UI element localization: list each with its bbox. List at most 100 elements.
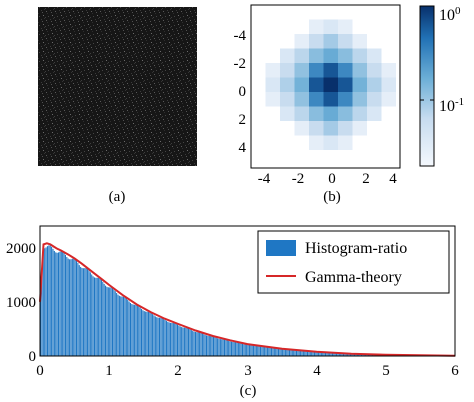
histogram-bar xyxy=(124,297,126,356)
heatmap-cell xyxy=(265,92,281,107)
histogram-bar xyxy=(333,352,335,356)
heatmap-cell xyxy=(280,135,295,151)
histogram-bar xyxy=(320,352,322,356)
heatmap-cell xyxy=(338,19,353,35)
histogram-bar xyxy=(185,327,187,356)
histogram-bar xyxy=(206,335,208,356)
histogram-bar xyxy=(114,291,116,356)
histogram-bar xyxy=(230,341,232,356)
histogram-bar xyxy=(324,352,327,356)
histogram-bar xyxy=(232,341,234,356)
heatmap-cell xyxy=(352,92,368,107)
heatmap-cell xyxy=(265,106,281,122)
histogram-bar xyxy=(248,344,250,356)
histogram-bar xyxy=(269,347,271,356)
y-tick-label: 0 xyxy=(29,349,37,365)
histogram-bar xyxy=(172,323,174,356)
histogram-bar xyxy=(73,258,75,356)
histogram-bar xyxy=(111,288,114,356)
heatmap-cell xyxy=(251,106,266,122)
y-tick-label: 2 xyxy=(239,112,247,128)
histogram-bar xyxy=(77,262,79,356)
histogram-bar xyxy=(143,311,145,356)
histogram-bar xyxy=(55,252,57,356)
heatmap-cell xyxy=(294,121,310,136)
x-tick-label: -4 xyxy=(258,171,271,187)
histogram-bar xyxy=(283,349,285,356)
histogram-bar xyxy=(228,340,230,356)
heatmap-cell xyxy=(294,34,310,49)
histogram-bar xyxy=(282,349,284,356)
histogram-bar xyxy=(135,305,137,356)
histogram-bar xyxy=(70,259,72,356)
heatmap-cell xyxy=(309,63,324,78)
histogram-bar xyxy=(344,353,346,356)
heatmap-cell xyxy=(265,63,281,78)
histogram-bar xyxy=(354,353,356,356)
y-tick-label: 0 xyxy=(239,84,247,100)
heatmap xyxy=(251,5,411,165)
histogram-bar xyxy=(75,260,78,356)
histogram-bar xyxy=(57,252,60,356)
histogram-bar xyxy=(95,277,97,356)
heatmap-cell xyxy=(338,63,353,78)
histogram-bar xyxy=(182,327,184,356)
histogram-bar xyxy=(271,347,273,356)
gamma-theory-line xyxy=(39,242,456,357)
histogram-bar xyxy=(150,313,152,356)
y-tick-label: 2000 xyxy=(6,241,36,257)
panel-b: -4 -2 0 2 4 -4 -2 0 2 4 (b) 100 10-1 xyxy=(234,4,464,205)
histogram-bar xyxy=(78,265,80,356)
heatmap-cell xyxy=(280,150,295,165)
histogram-bar xyxy=(331,352,333,356)
histogram-bar xyxy=(44,248,46,356)
histogram-bar xyxy=(89,272,91,356)
histogram-bar xyxy=(308,351,310,356)
x-tick-label: -2 xyxy=(292,171,305,187)
histogram-bar xyxy=(136,305,138,356)
heatmap-cell xyxy=(280,77,295,93)
heatmap-cell xyxy=(381,106,397,122)
heatmap-cell xyxy=(381,121,397,136)
heatmap-cell xyxy=(338,150,353,165)
histogram-bar xyxy=(190,330,192,356)
histogram-bar xyxy=(244,344,246,356)
heatmap-cell xyxy=(280,48,295,64)
histogram-bar xyxy=(45,247,47,356)
histogram-bar xyxy=(251,345,253,356)
heatmap-cell xyxy=(381,92,397,107)
histogram-bar xyxy=(237,342,239,356)
heatmap-cell xyxy=(251,19,266,35)
histogram-bar xyxy=(302,350,304,356)
heatmap-cell xyxy=(280,34,295,49)
heatmap-cell xyxy=(396,77,411,93)
histogram-bar xyxy=(261,346,263,356)
y-tick-label: -4 xyxy=(234,28,247,44)
histogram-bar xyxy=(41,269,43,356)
histogram-bar xyxy=(127,299,129,356)
histogram-bar xyxy=(352,353,354,356)
histogram-bar xyxy=(305,351,307,356)
histogram-bar xyxy=(259,346,262,356)
heatmap-cell xyxy=(280,63,295,78)
histogram-bar xyxy=(142,310,144,356)
heatmap-cell xyxy=(251,5,266,20)
heatmap-cell xyxy=(396,150,411,165)
histogram-bar xyxy=(235,342,237,356)
histogram-bar xyxy=(51,246,53,356)
histogram-bar xyxy=(284,349,286,356)
histogram-bar xyxy=(46,246,48,356)
histogram-bar xyxy=(212,336,214,356)
histogram-bar xyxy=(262,346,264,356)
histogram-bar xyxy=(319,352,321,356)
histogram-bar xyxy=(304,351,306,356)
heatmap-cell xyxy=(338,5,353,20)
histogram-bar xyxy=(257,346,259,356)
heatmap-cell xyxy=(367,135,382,151)
heatmap-cell xyxy=(294,63,310,78)
x-tick-label: 4 xyxy=(389,171,397,187)
histogram-bar xyxy=(175,323,177,356)
histogram-bar xyxy=(239,342,241,356)
histogram-bar xyxy=(171,322,173,356)
histogram-bar xyxy=(63,252,65,356)
